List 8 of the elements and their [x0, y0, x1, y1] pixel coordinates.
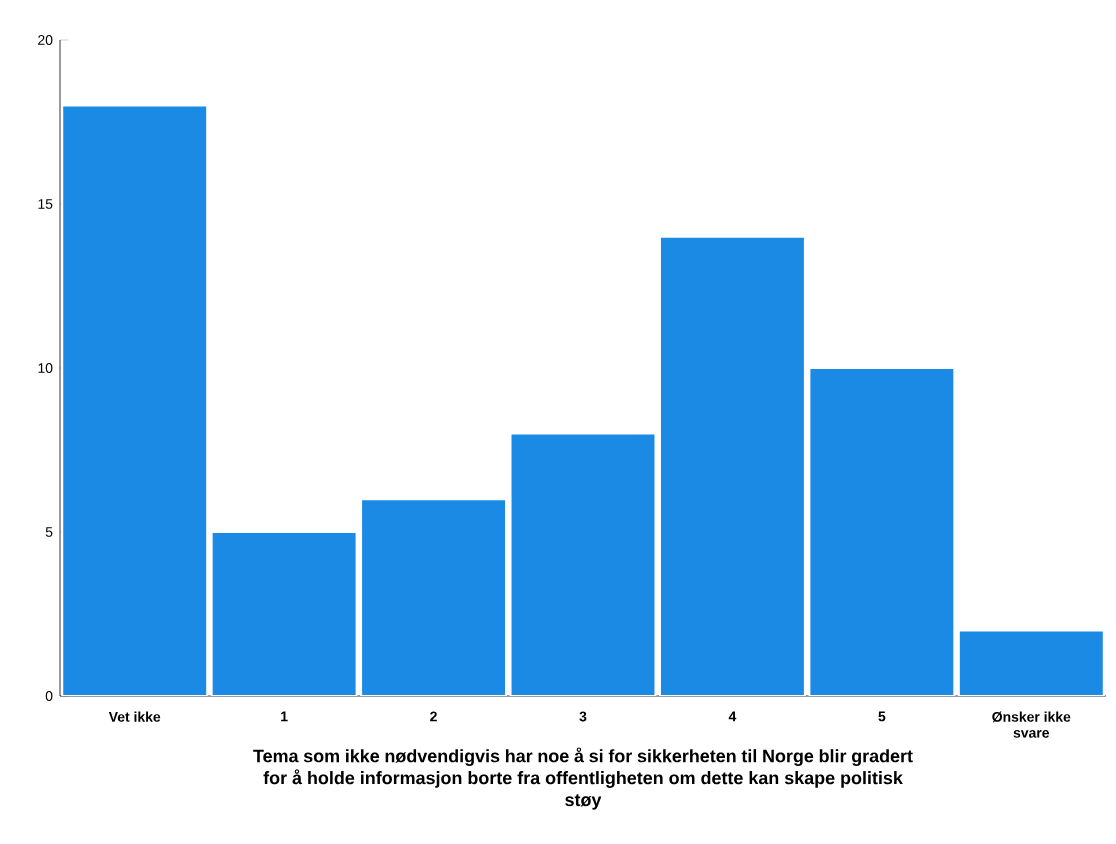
bar	[360, 498, 508, 696]
bar	[61, 104, 209, 696]
bar	[210, 530, 358, 696]
bar	[509, 432, 657, 696]
bar	[658, 235, 806, 696]
bar	[808, 366, 956, 696]
x-axis-title: Tema som ikke nødvendigvis har noe å si for sikkerheten til Norge blir gradert for å holde informasjon borte fra offentligheten om dette kan skape politisk støy	[253, 747, 913, 810]
bar	[957, 629, 1105, 696]
